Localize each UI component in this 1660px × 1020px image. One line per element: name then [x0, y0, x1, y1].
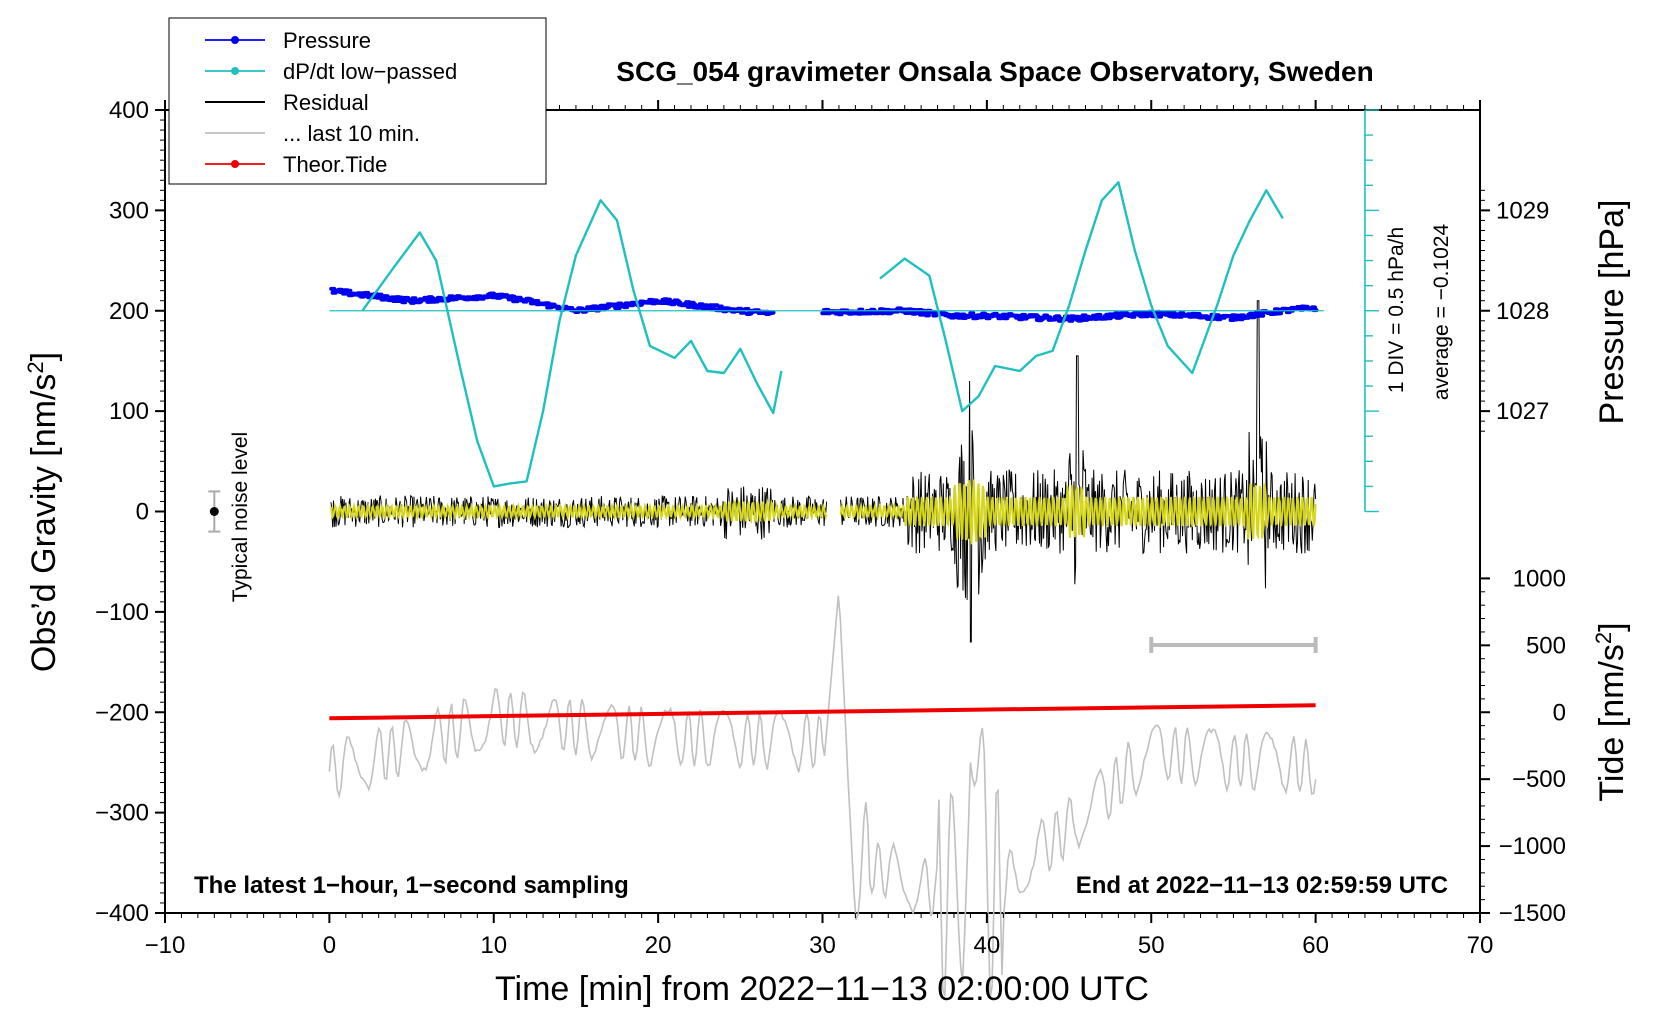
x-tick-label: 10 — [480, 932, 507, 959]
series-dpdt-line-0 — [361, 199, 783, 488]
noise-bar-point — [209, 507, 219, 516]
legend-label: dP/dt low−passed — [283, 59, 457, 84]
y-tick-label: 400 — [109, 97, 149, 124]
legend-label: Pressure — [283, 28, 371, 53]
y-tick-label: −300 — [95, 800, 149, 827]
tide-tick-label: −1500 — [1499, 900, 1566, 927]
legend-label: ... last 10 min. — [283, 121, 420, 146]
x-tick-label: 70 — [1467, 932, 1494, 959]
tide-tick-label: −1000 — [1499, 833, 1566, 860]
tide-tick-label: 1000 — [1513, 565, 1566, 592]
series-pressure-dots — [329, 286, 1319, 323]
tide-tick-label: −500 — [1512, 766, 1566, 793]
series-last-10-min-line — [328, 595, 1317, 998]
tide-tick-label: 0 — [1553, 699, 1566, 726]
scale-average-label: average = −0.1024 — [1430, 224, 1453, 401]
legend-label: Residual — [283, 90, 369, 115]
series-dpdt-low-passed — [361, 181, 1284, 488]
y-tick-label: −400 — [95, 900, 149, 927]
x-axis-title: Time [min] from 2022−11−13 02:00:00 UTC — [495, 970, 1149, 1008]
series-residual-smoothed-line — [330, 479, 1317, 545]
x-tick-label: 20 — [645, 932, 672, 959]
scale-div-label: 1 DIV = 0.5 hPa/h — [1385, 227, 1408, 393]
legend-label: Theor.Tide — [283, 152, 387, 177]
noise-level-label: Typical noise level — [229, 432, 252, 602]
y-tick-label: 200 — [109, 298, 149, 325]
y-axis-title-pressure: Pressure [hPa] — [1593, 200, 1631, 425]
y-tick-label: 300 — [109, 197, 149, 224]
ten-minute-scale-bar — [1149, 636, 1318, 653]
x-tick-label: 60 — [1302, 932, 1329, 959]
y-tick-label: 0 — [136, 499, 149, 526]
series-residual — [330, 300, 1317, 643]
legend-marker — [231, 160, 239, 168]
y-axis-title-left: Obs’d Gravity [nm/s2] — [23, 352, 63, 672]
x-tick-label: 0 — [323, 932, 336, 959]
x-tick-label: 50 — [1138, 932, 1165, 959]
y-axis-pressure: 1029 1028 1027 — [1480, 189, 1549, 432]
legend-marker — [231, 67, 239, 75]
pressure-tick-label: 1028 — [1496, 298, 1549, 325]
series-pressure — [329, 286, 1319, 323]
y-axis-title-tide: Tide [nm/s2] — [1591, 622, 1631, 801]
y-tick-label: −200 — [95, 699, 149, 726]
y-axis-left: 400 300 200 100 0 −100 −200 −300 −400 — [95, 97, 165, 927]
series-dpdt-line-1 — [879, 181, 1284, 413]
series-theor-tide-line — [329, 703, 1316, 721]
legend: Pressure dP/dt low−passed Residual ... last… — [168, 17, 547, 185]
legend-marker — [231, 36, 239, 44]
pressure-scale-axis — [329, 109, 1379, 513]
x-tick-label: 40 — [974, 932, 1001, 959]
x-tick-label: −10 — [145, 932, 186, 959]
series-residual-line — [330, 300, 1317, 643]
y-axis-tide: 1000 500 0 −500 −1000 −1500 — [1480, 565, 1566, 927]
noise-level-bar — [208, 490, 221, 533]
series-theor-tide — [329, 703, 1316, 721]
annotation-bottom-left: The latest 1−hour, 1−second sampling — [194, 872, 629, 899]
y-tick-label: −100 — [95, 599, 149, 626]
x-axis: −10 0 10 20 30 40 50 60 70 — [145, 100, 1494, 959]
annotation-bottom-right: End at 2022−11−13 02:59:59 UTC — [1076, 872, 1448, 899]
pressure-tick-label: 1029 — [1496, 197, 1549, 224]
x-tick-label: 30 — [809, 932, 836, 959]
pressure-tick-label: 1027 — [1496, 398, 1549, 425]
tide-tick-label: 500 — [1526, 632, 1566, 659]
series-last-10-min — [328, 595, 1317, 998]
y-tick-label: 100 — [109, 398, 149, 425]
chart-title: SCG_054 gravimeter Onsala Space Observat… — [616, 56, 1373, 87]
